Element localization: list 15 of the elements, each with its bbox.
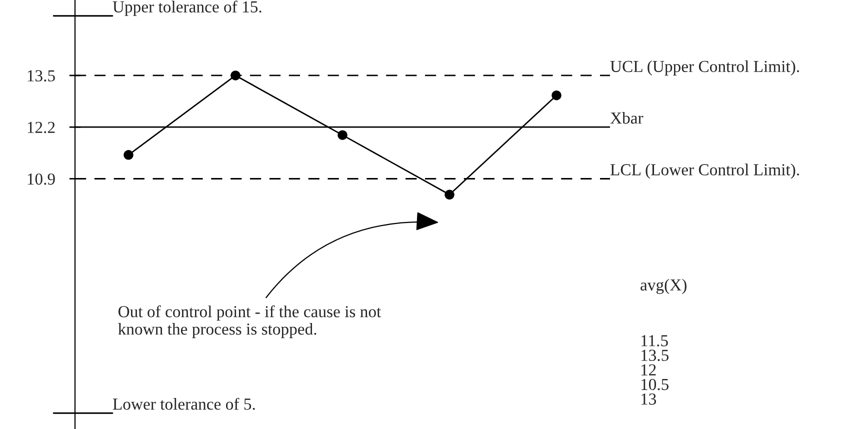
text: 13 bbox=[641, 393, 656, 405]
y-tick-label: 13.5 bbox=[28, 70, 55, 82]
text: 12 bbox=[641, 364, 656, 376]
annotation: Lower tolerance of 5. bbox=[112, 398, 255, 410]
annotation: Upper tolerance of 15. bbox=[112, 0, 262, 16]
y-tick-label: 10.9 bbox=[28, 173, 55, 185]
text: 11.5 bbox=[641, 335, 668, 346]
ref-line-label: UCL (Upper Control Limit). bbox=[610, 60, 799, 76]
ref-line-label: LCL (Lower Control Limit). bbox=[610, 164, 799, 179]
annotation: Out of control point - if the cause is not known the process is stopped. bbox=[118, 305, 382, 338]
y-tick-label: 12.2 bbox=[28, 122, 55, 134]
text: 10.5 bbox=[641, 378, 669, 390]
ref-line-label: Xbar bbox=[610, 112, 644, 124]
text: 13.5 bbox=[641, 350, 669, 362]
text: avg(X) bbox=[640, 278, 686, 294]
